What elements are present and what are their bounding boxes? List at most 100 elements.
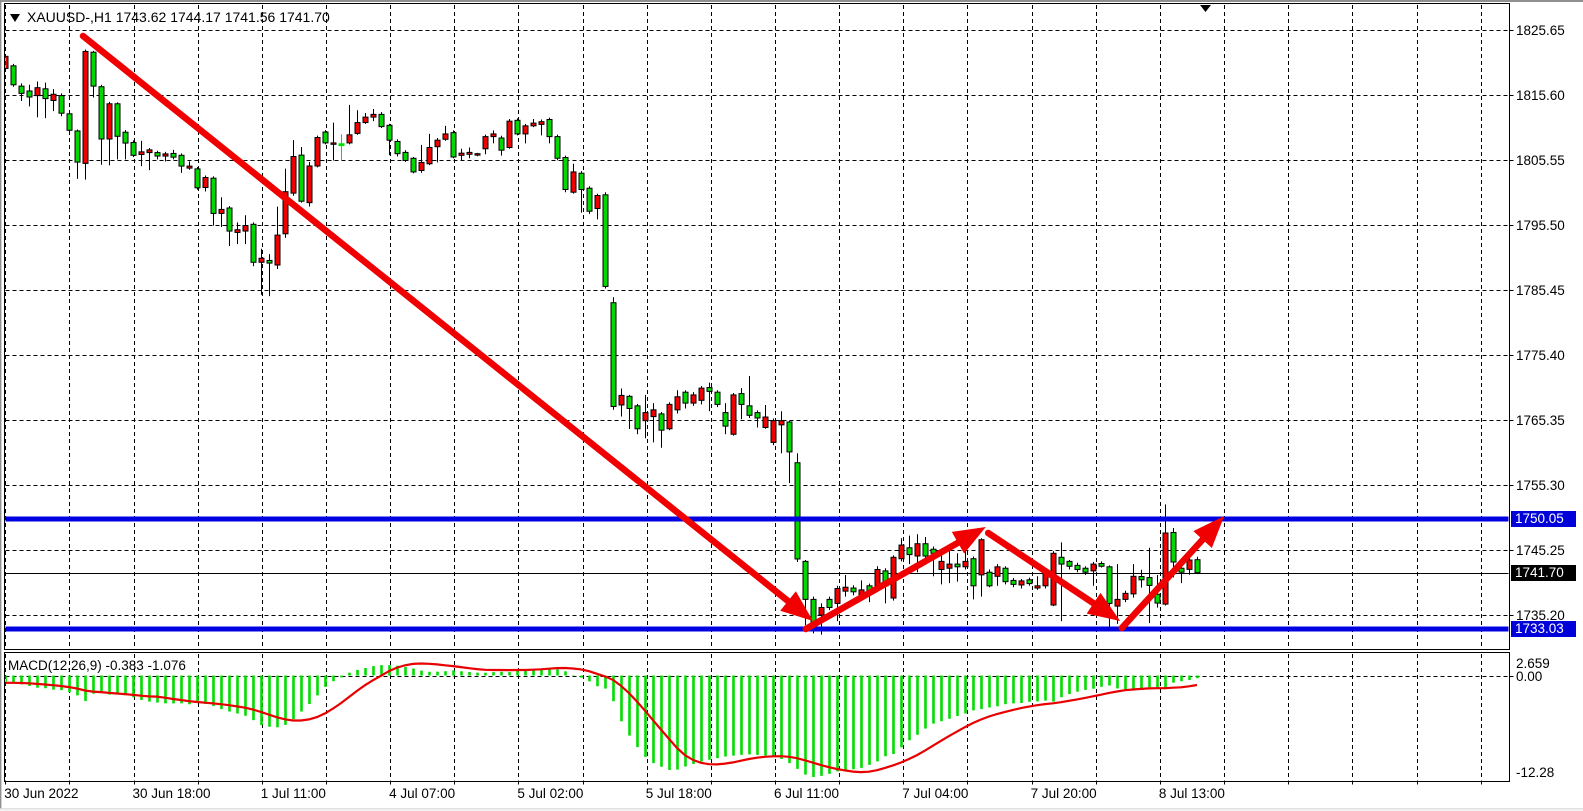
candle-bullish bbox=[626, 395, 633, 409]
candle-bearish bbox=[146, 149, 153, 154]
candle-bearish bbox=[522, 125, 529, 135]
candle-bearish bbox=[618, 394, 625, 406]
price-tick-label: 1785.45 bbox=[1516, 283, 1565, 298]
macd-indicator-label: MACD(12,26,9) -0.383 -1.076 bbox=[8, 658, 186, 673]
price-tick-label: 1805.55 bbox=[1516, 153, 1565, 168]
candle-bearish bbox=[218, 208, 225, 214]
candle-bearish bbox=[354, 122, 361, 134]
candle-bullish bbox=[682, 391, 689, 404]
candle-bearish bbox=[946, 563, 953, 569]
price-tick-label: 1825.65 bbox=[1516, 23, 1565, 38]
price-tick-label: 1795.50 bbox=[1516, 218, 1565, 233]
candle-bullish bbox=[386, 124, 393, 141]
candle-bearish bbox=[1090, 563, 1097, 572]
candle-bullish bbox=[706, 387, 713, 392]
candle-bearish bbox=[306, 165, 313, 204]
candle-bullish bbox=[74, 130, 81, 163]
candle-bullish bbox=[738, 393, 745, 405]
candle-bearish bbox=[458, 152, 465, 156]
chart-shift-marker-icon[interactable] bbox=[1200, 5, 1211, 12]
candle-bearish bbox=[1122, 592, 1129, 600]
candle-bullish bbox=[754, 412, 761, 419]
candle-bullish bbox=[130, 142, 137, 156]
candle-bearish bbox=[770, 420, 777, 443]
quote-text: XAUUSD-,H1 1743.62 1744.17 1741.56 1741.… bbox=[27, 9, 330, 25]
candle-bearish bbox=[106, 103, 113, 140]
macd-scale-label: 0.00 bbox=[1516, 669, 1543, 684]
window-frame-top bbox=[0, 0, 1583, 2]
candle-bullish bbox=[1082, 567, 1089, 573]
candle-bearish bbox=[978, 539, 985, 576]
candle-bearish bbox=[434, 139, 441, 148]
candle-bullish bbox=[226, 207, 233, 232]
main-pane-content bbox=[5, 32, 1509, 635]
candle-bearish bbox=[698, 387, 705, 401]
candle-bearish bbox=[50, 93, 57, 101]
candle-bearish bbox=[594, 195, 601, 210]
candle-bullish bbox=[1194, 559, 1201, 574]
candle-bearish bbox=[82, 50, 89, 164]
time-tick-label: 5 Jul 18:00 bbox=[645, 786, 712, 801]
trend-arrow-shaft[interactable] bbox=[802, 536, 967, 633]
candle-bearish bbox=[818, 607, 825, 616]
candle-bullish bbox=[802, 560, 809, 600]
macd-scale-label: -12.28 bbox=[1516, 765, 1555, 780]
quote-close: 1741.70 bbox=[279, 9, 330, 25]
candle-bearish bbox=[186, 165, 193, 169]
candle-bullish bbox=[602, 194, 609, 287]
candle-bearish bbox=[202, 176, 209, 188]
candle-bullish bbox=[1106, 566, 1113, 604]
candle-bearish bbox=[274, 234, 281, 266]
candle-bullish bbox=[178, 154, 185, 167]
candle-bullish bbox=[722, 412, 729, 427]
candle-bearish bbox=[842, 586, 849, 592]
time-tick-label: 5 Jul 02:00 bbox=[517, 786, 584, 801]
candle-bearish bbox=[314, 137, 321, 167]
candle-bullish bbox=[322, 131, 329, 144]
candle-bullish bbox=[266, 259, 273, 264]
candle-bullish bbox=[586, 187, 593, 212]
candle-bearish bbox=[666, 403, 673, 430]
candle-bearish bbox=[914, 543, 921, 557]
candle-bearish bbox=[1018, 580, 1025, 586]
candle-bullish bbox=[1170, 531, 1177, 563]
candle-bearish bbox=[466, 151, 473, 155]
candle-bullish bbox=[850, 587, 857, 593]
trend-arrow-shaft[interactable] bbox=[79, 32, 796, 609]
candle-bullish bbox=[210, 177, 217, 214]
trend-arrow-head[interactable] bbox=[780, 591, 813, 622]
candle-bearish bbox=[778, 420, 785, 426]
trend-arrow-head[interactable] bbox=[951, 526, 986, 554]
trend-arrow-head[interactable] bbox=[1193, 515, 1225, 549]
trend-arrow-shaft[interactable] bbox=[1118, 531, 1210, 632]
candle-bullish bbox=[90, 51, 97, 87]
quote-bar: XAUUSD-,H1 1743.62 1744.17 1741.56 1741.… bbox=[10, 9, 330, 25]
main-pane-border bbox=[4, 3, 1510, 650]
candle-bearish bbox=[290, 156, 297, 194]
time-tick-label: 6 Jul 11:00 bbox=[774, 786, 840, 801]
price-tick-label: 1745.25 bbox=[1516, 543, 1565, 558]
candle-bullish bbox=[578, 172, 585, 191]
candle-bullish bbox=[826, 598, 833, 609]
time-tick-label: 7 Jul 04:00 bbox=[902, 786, 969, 801]
candle-bullish bbox=[1010, 579, 1017, 585]
trend-arrow-head[interactable] bbox=[1086, 592, 1121, 622]
candle-bullish bbox=[954, 563, 961, 568]
trend-arrow-shaft[interactable] bbox=[984, 529, 1102, 610]
candle-bullish bbox=[714, 391, 721, 405]
candle-bearish bbox=[1034, 585, 1041, 589]
candle-bearish bbox=[650, 409, 657, 418]
candle-bullish bbox=[154, 152, 161, 157]
candle-bearish bbox=[442, 133, 449, 140]
candle-bearish bbox=[1162, 532, 1169, 605]
candle-bearish bbox=[362, 116, 369, 124]
price-tick-label: 1735.20 bbox=[1516, 608, 1565, 623]
candle-bearish bbox=[762, 416, 769, 428]
candle-bearish bbox=[538, 121, 545, 125]
candle-bearish bbox=[994, 566, 1001, 577]
candle-bearish bbox=[418, 161, 425, 171]
candle-bullish bbox=[394, 140, 401, 155]
candle-bullish bbox=[1138, 575, 1145, 581]
